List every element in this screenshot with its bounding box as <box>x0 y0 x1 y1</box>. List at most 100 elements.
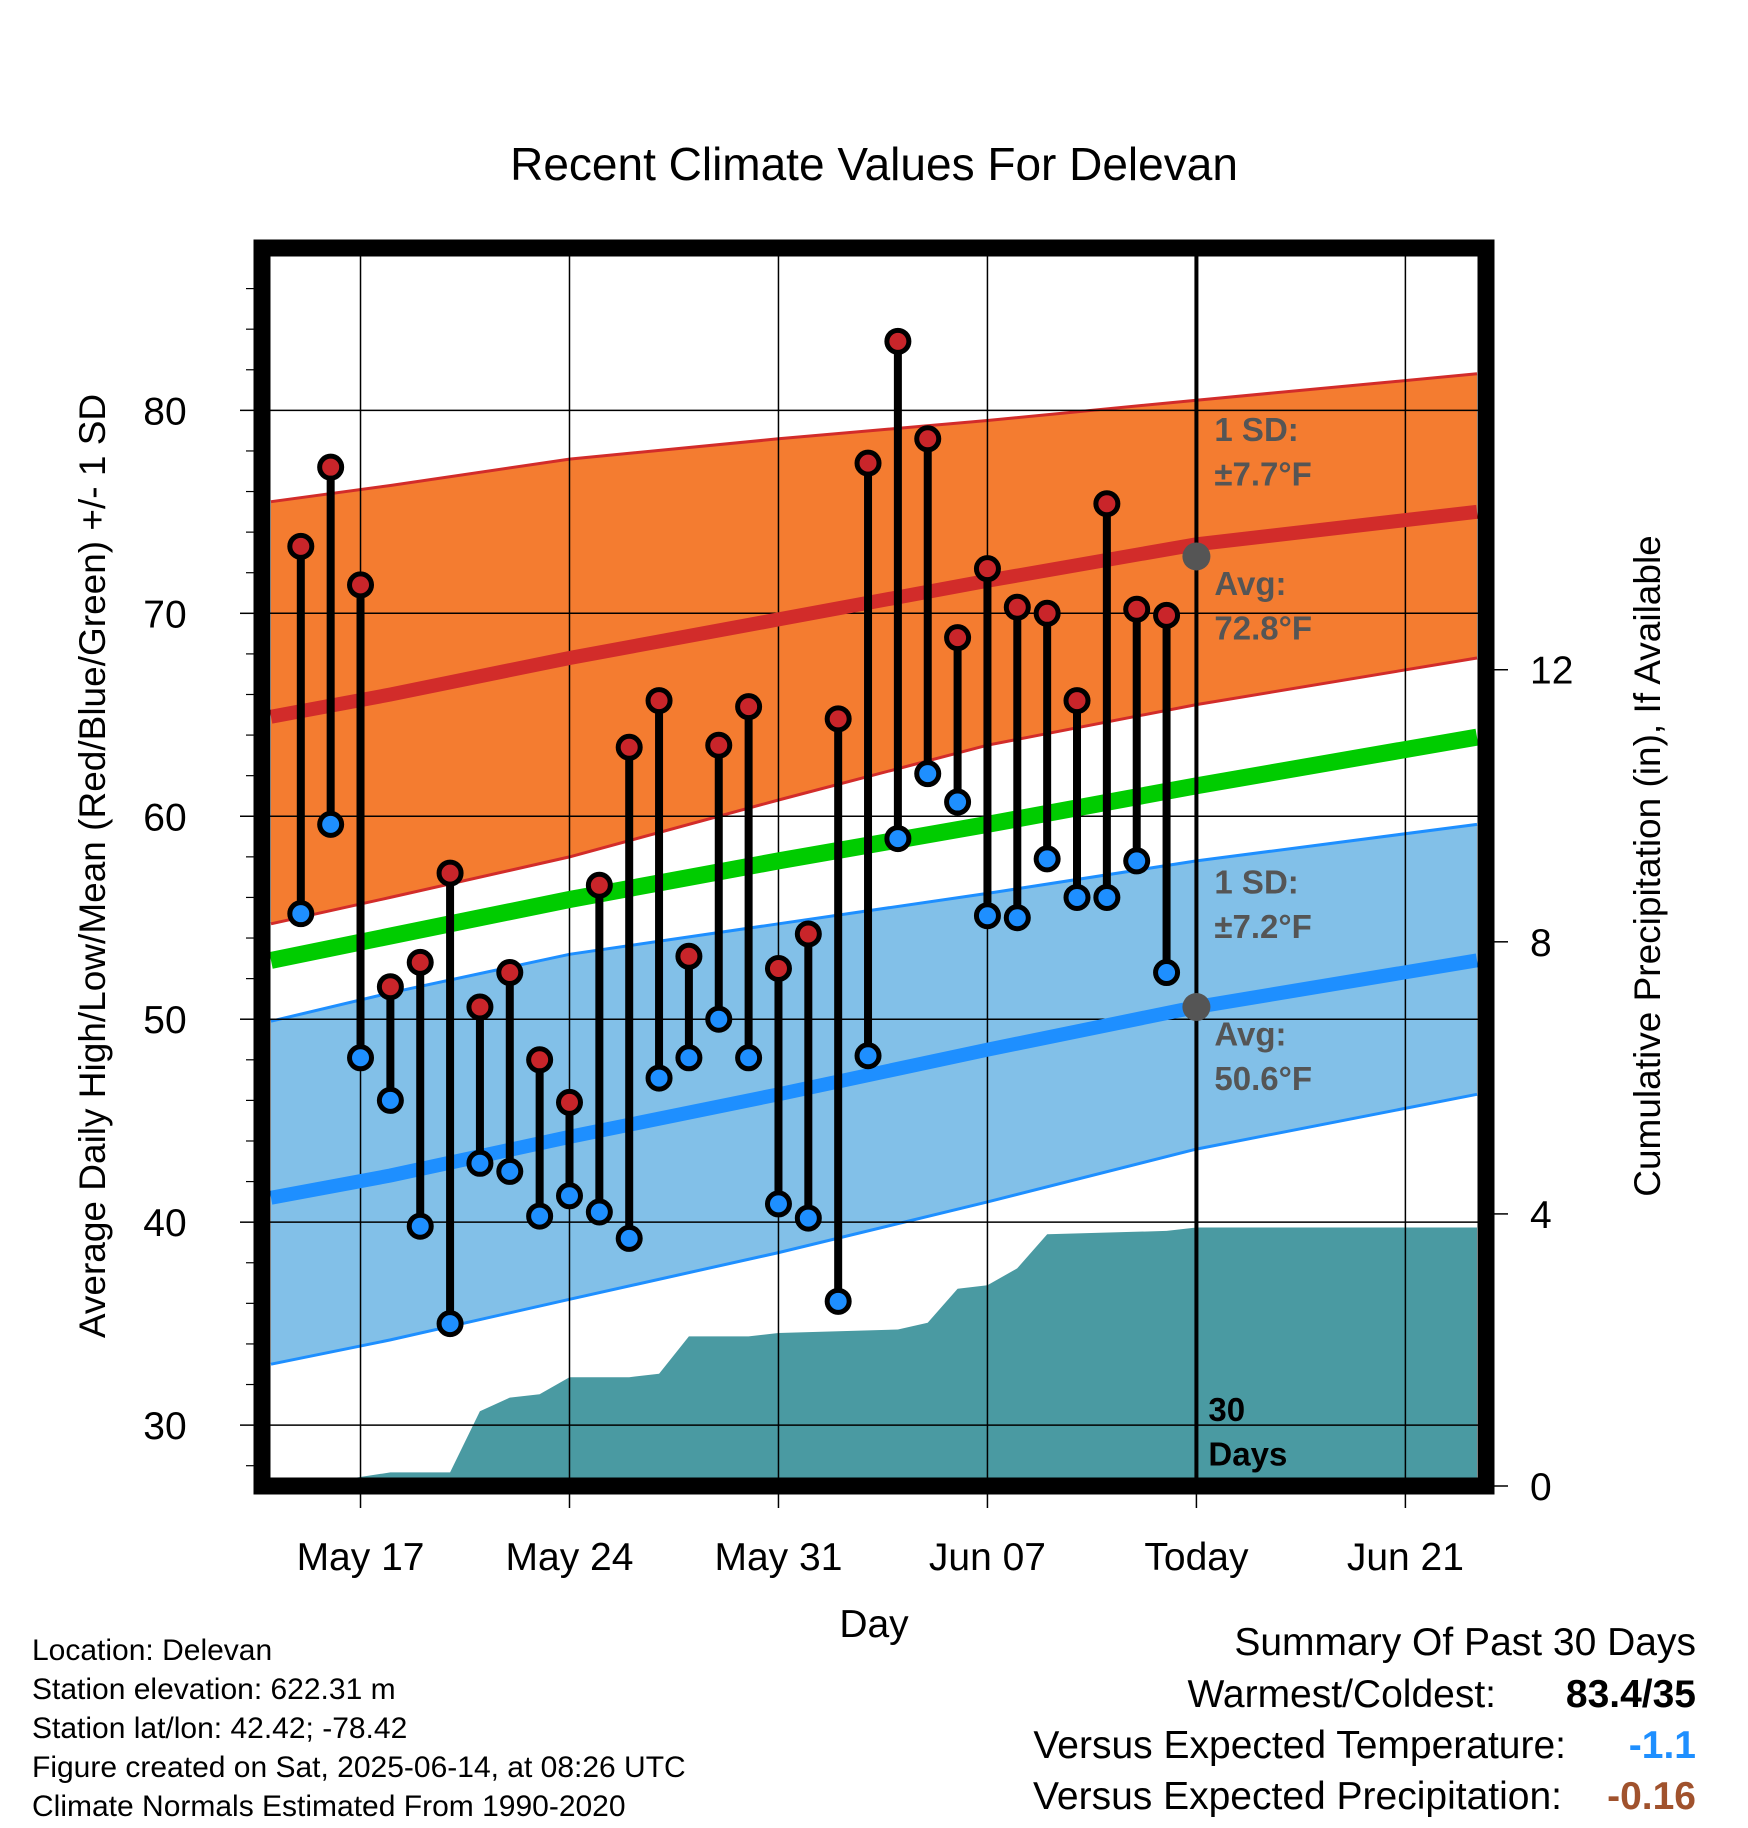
temp-value: -1.1 <box>1628 1724 1696 1767</box>
high-point <box>466 993 494 1021</box>
info-location: Location: Delevan <box>32 1634 273 1667</box>
high-point <box>436 859 464 887</box>
x-tick-label: Jun 07 <box>929 1536 1046 1579</box>
low-point <box>645 1064 673 1092</box>
low-point <box>347 1044 375 1072</box>
y2-tick-label: 12 <box>1530 650 1573 693</box>
x-tick-label: May 31 <box>715 1536 843 1579</box>
y2-axis-label: Cumulative Precipitation (in), If Availa… <box>1627 535 1668 1197</box>
chart-title: Recent Climate Values For Delevan <box>510 138 1238 190</box>
window-days-number: 30 <box>1208 1391 1245 1428</box>
low-sd-band <box>271 824 1477 1365</box>
low-point <box>764 1190 792 1218</box>
low-point <box>944 788 972 816</box>
low-point <box>1093 883 1121 911</box>
high-point <box>585 871 613 899</box>
high-point <box>526 1046 554 1074</box>
high-point <box>1003 593 1031 621</box>
info-created: Figure created on Sat, 2025-06-14, at 08… <box>32 1751 686 1784</box>
today-low-avg-marker <box>1182 993 1211 1022</box>
x-tick-label: Today <box>1144 1536 1249 1579</box>
info-elevation: Station elevation: 622.31 m <box>32 1673 396 1706</box>
plot-frame <box>253 239 1495 1495</box>
high-point <box>914 425 942 453</box>
high-point <box>1153 601 1181 629</box>
x-tick-label: May 24 <box>506 1536 634 1579</box>
high-point <box>376 973 404 1001</box>
high-point <box>675 942 703 970</box>
precip-value: -0.16 <box>1607 1775 1696 1818</box>
high-point <box>615 733 643 761</box>
high-point <box>1063 687 1091 715</box>
low-point <box>1063 883 1091 911</box>
x-tick-label: May 17 <box>297 1536 425 1579</box>
high-point <box>824 705 852 733</box>
summary-heading-text: Summary Of Past 30 Days <box>1234 1621 1696 1664</box>
y2-tick-label: 4 <box>1530 1194 1552 1237</box>
high-sd-label: 1 SD: <box>1214 411 1298 448</box>
low-avg-value: 50.6°F <box>1214 1060 1312 1097</box>
precip-area <box>300 1227 1477 1486</box>
warm-cold-label: Warmest/Coldest: <box>1187 1673 1496 1716</box>
low-sd-value: ±7.2°F <box>1214 908 1311 945</box>
high-point <box>1123 595 1151 623</box>
high-point <box>406 948 434 976</box>
low-point <box>466 1149 494 1177</box>
window-days-label: Days <box>1208 1436 1287 1473</box>
low-point <box>854 1042 882 1070</box>
y-tick-label: 30 <box>143 1405 186 1448</box>
low-point <box>436 1310 464 1338</box>
high-avg-value: 72.8°F <box>1214 610 1312 647</box>
today-high-avg-marker <box>1182 542 1211 571</box>
high-point <box>735 693 763 721</box>
low-point <box>1033 845 1061 873</box>
high-point <box>287 532 315 560</box>
warm-cold-value: 83.4/35 <box>1565 1673 1696 1716</box>
low-sd-label: 1 SD: <box>1214 863 1298 900</box>
y-tick-label: 60 <box>143 796 186 839</box>
high-point <box>944 624 972 652</box>
y-tick-label: 50 <box>143 999 186 1042</box>
x-tick-label: Jun 21 <box>1347 1536 1464 1579</box>
high-point <box>347 571 375 599</box>
high-point <box>884 327 912 355</box>
high-point <box>705 731 733 759</box>
low-point <box>973 902 1001 930</box>
high-sd-band <box>271 373 1477 924</box>
high-avg-label: Avg: <box>1214 565 1286 602</box>
low-point <box>585 1198 613 1226</box>
low-point <box>1123 847 1151 875</box>
y-tick-label: 70 <box>143 593 186 636</box>
info-latlon: Station lat/lon: 42.42; -78.42 <box>32 1712 408 1745</box>
low-point <box>735 1044 763 1072</box>
high-point <box>496 959 524 987</box>
plot-content <box>262 248 1486 1486</box>
temp-label: Versus Expected Temperature: <box>1033 1724 1566 1767</box>
high-point <box>973 555 1001 583</box>
low-point <box>376 1086 404 1114</box>
low-point <box>555 1182 583 1210</box>
info-normals: Climate Normals Estimated From 1990-2020 <box>32 1790 626 1823</box>
y2-tick-label: 8 <box>1530 922 1552 965</box>
precip-label: Versus Expected Precipitation: <box>1033 1775 1562 1818</box>
low-point <box>884 825 912 853</box>
high-point <box>645 687 673 715</box>
y2-tick-label: 0 <box>1530 1466 1552 1509</box>
y-axis-label: Average Daily High/Low/Mean (Red/Blue/Gr… <box>72 394 113 1338</box>
low-point <box>794 1204 822 1232</box>
low-point <box>824 1287 852 1315</box>
low-point <box>914 760 942 788</box>
low-point <box>406 1212 434 1240</box>
low-point <box>1153 959 1181 987</box>
low-point <box>615 1224 643 1252</box>
low-avg-label: Avg: <box>1214 1016 1286 1053</box>
low-point <box>1003 904 1031 932</box>
high-point <box>555 1088 583 1116</box>
high-point <box>854 449 882 477</box>
high-point <box>1033 599 1061 627</box>
mean-avg-line <box>269 728 1479 969</box>
low-point <box>526 1202 554 1230</box>
low-point <box>317 810 345 838</box>
high-sd-value: ±7.7°F <box>1214 455 1311 492</box>
